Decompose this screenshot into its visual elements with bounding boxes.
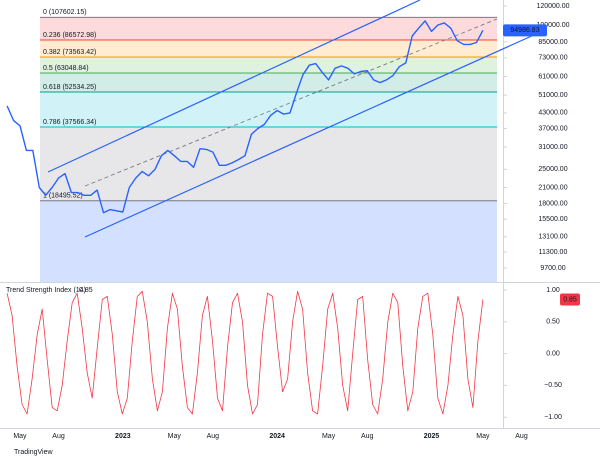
y-tick-label: 43000.00 [538,110,567,117]
x-tick-label: May [476,433,490,440]
x-tick-label: 2023 [115,433,131,440]
marks: 120000.00 100000.00 85000.00 73000.00 61000.… [6,3,580,440]
fib-zone [40,56,497,74]
y-tick-label: 85000.00 [538,39,567,46]
indicator-value: 0.85 [79,287,93,294]
y-tick-label: 0.00 [546,350,560,357]
x-tick-label: Aug [207,433,220,440]
x-tick-label: 2024 [269,433,285,440]
data-line [6,290,484,415]
y-tick-label: 21000.00 [538,184,567,191]
y-tick-label: 61000.00 [538,73,567,80]
fib-zone [40,73,497,93]
fib-zones [40,16,497,282]
x-tick-label: May [168,433,182,440]
y-tick-label: 120000.00 [536,3,569,10]
fib-zone-below [40,200,497,282]
y-tick-label: 0.50 [546,319,560,326]
fib-label: 0.236 (86572.98) [43,32,96,39]
y-tick-label: 1.00 [546,287,560,294]
fib-zone [40,126,497,201]
channel-lower [84,29,546,238]
data-line [6,20,484,214]
x-tick-label: Aug [361,433,374,440]
fib-zone [40,39,497,57]
last-price-box [503,24,547,37]
channel-upper [47,0,421,173]
y-tick-label: 9700.00 [540,265,565,272]
x-tick-label: May [322,433,336,440]
indicator-value-box [560,293,580,306]
y-tick-label: 18000.00 [538,200,567,207]
y-tick-label: −0.50 [544,382,562,389]
x-tick-label: Aug [52,433,65,440]
fib-zone [40,17,497,40]
y-tick-label: 31000.00 [538,144,567,151]
y-tick-label: 100000.00 [536,22,569,29]
y-tick-label: 25000.00 [538,166,567,173]
fib-label: 0 (107602.15) [43,9,87,16]
x-tick-label: 2025 [424,433,440,440]
indicator-title: Trend Strength Index (14) [6,287,86,294]
last-price-label: 94986.83 [510,27,539,34]
fib-label: 0.5 (63048.84) [43,65,89,72]
y-tick-label: 13100.00 [538,234,567,241]
y-tick-label: 37000.00 [538,125,567,132]
y-tick-label: 15500.00 [538,216,567,223]
y-tick-label: 73000.00 [538,55,567,62]
y-tick-label: 11300.00 [539,249,568,256]
branding: TradingView [14,449,53,456]
fib-label: 0.618 (52534.25) [43,84,96,91]
y-tick-label: −1.00 [544,414,562,421]
fib-label: 0.786 (37566.34) [43,119,96,126]
fib-label: 1 (18495.52) [43,193,83,200]
fib-label: 0.382 (73563.42) [43,49,96,56]
fib-zone [40,92,497,127]
indicator-value-label: 0.85 [563,296,577,303]
x-tick-label: May [13,433,27,440]
footer [0,446,600,459]
x-tick-label: Aug [515,433,528,440]
y-tick-label: 51000.00 [538,92,567,99]
